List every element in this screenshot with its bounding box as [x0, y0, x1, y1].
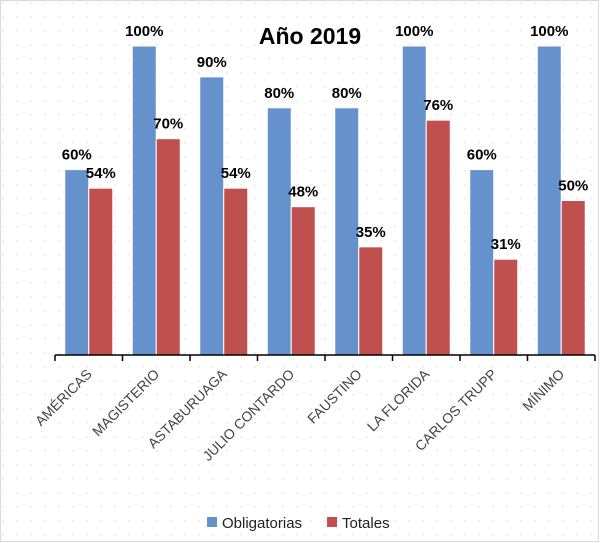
- legend-swatch: [327, 517, 338, 527]
- data-label: 90%: [197, 54, 227, 71]
- data-label: 100%: [395, 23, 433, 40]
- bar: [155, 138, 181, 356]
- bar: [560, 200, 586, 356]
- data-label: 70%: [153, 116, 183, 133]
- data-label: 54%: [86, 165, 116, 182]
- data-label: 60%: [62, 147, 92, 164]
- bar: [401, 45, 427, 356]
- data-label: 35%: [356, 224, 386, 241]
- data-label: 80%: [264, 85, 294, 102]
- data-label: 50%: [558, 178, 588, 195]
- bar: [266, 107, 292, 356]
- bar: [199, 76, 225, 356]
- bar: [88, 187, 114, 356]
- bar: [493, 258, 519, 356]
- bar: [131, 45, 157, 356]
- bar: [469, 169, 495, 356]
- data-label: 60%: [467, 147, 497, 164]
- bar: [64, 169, 90, 356]
- legend-label: Totales: [342, 515, 390, 532]
- legend-swatch: [207, 517, 217, 527]
- bar: [358, 246, 384, 356]
- data-label: 80%: [332, 85, 362, 102]
- bar: [334, 107, 360, 356]
- bar: [536, 45, 562, 356]
- chart-title: Año 2019: [259, 23, 361, 49]
- data-label: 100%: [125, 23, 163, 40]
- legend-label: Obligatorias: [222, 515, 302, 532]
- data-label: 31%: [491, 236, 521, 253]
- bar: [223, 187, 249, 356]
- bar: [290, 206, 316, 356]
- data-label: 48%: [288, 184, 318, 201]
- data-label: 76%: [423, 97, 453, 114]
- bar: [425, 119, 451, 356]
- data-label: 100%: [530, 23, 568, 40]
- data-label: 54%: [221, 165, 251, 182]
